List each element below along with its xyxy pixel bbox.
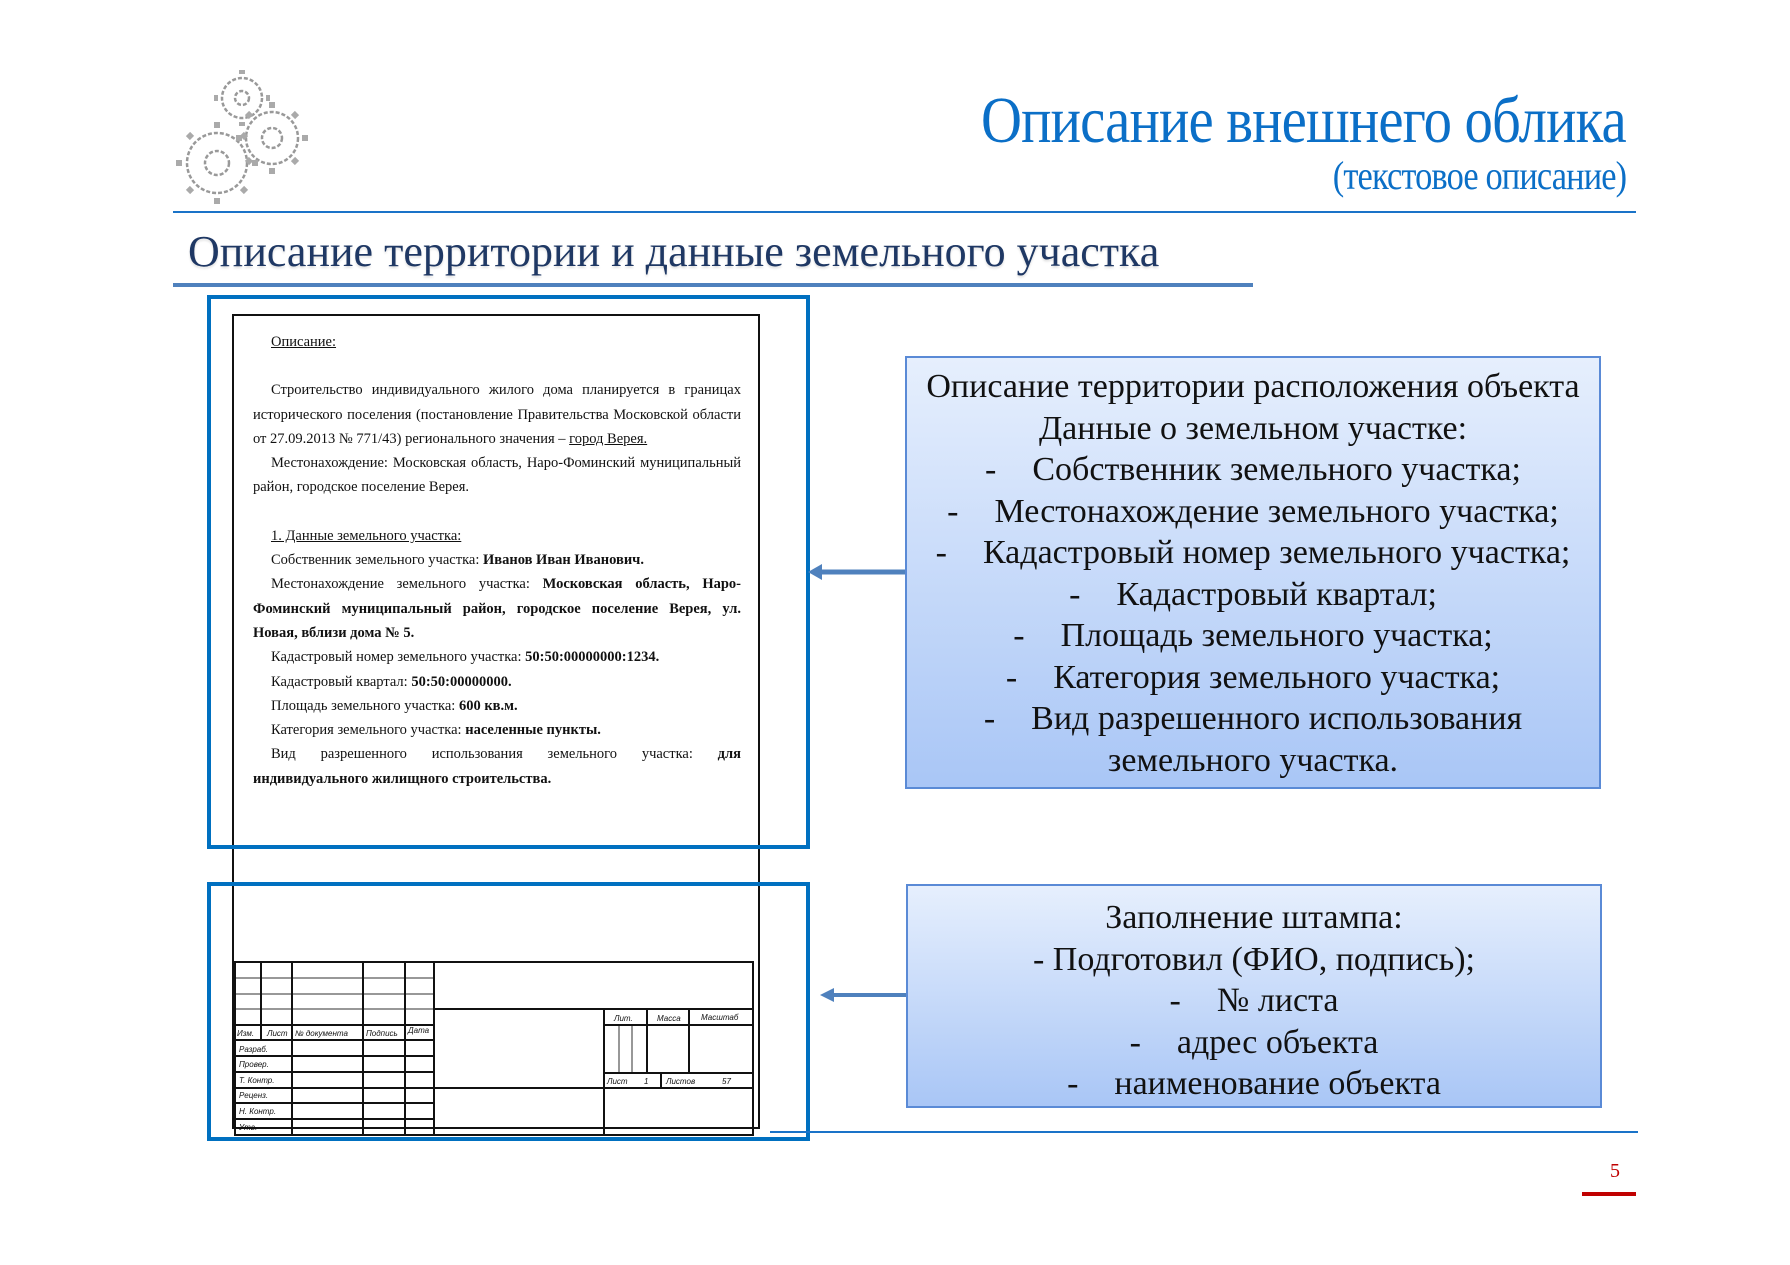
callout-line: Описание территории расположения объекта xyxy=(926,368,1580,405)
page-title: Описание внешнего облика xyxy=(981,84,1627,157)
callout-item: - Кадастровый номер земельного участка; xyxy=(935,534,1571,571)
arrow-left-icon xyxy=(820,988,906,1002)
arrow-left-icon xyxy=(808,564,906,580)
stamp-col-doc-number: № документа xyxy=(295,1029,348,1038)
doc-heading: Описание: xyxy=(271,334,337,350)
document-page xyxy=(232,314,760,1129)
stamp-lit: Лит. xyxy=(613,1014,633,1023)
doc-location: Местонахождение: Московская область, Нар… xyxy=(253,455,741,496)
callout-stamp: Заполнение штампа: - Подготовил (ФИО, по… xyxy=(906,884,1602,1108)
doc-field-cadastral-quarter: Кадастровый квартал: 50:50:00000000. xyxy=(271,673,512,690)
stamp-mass: Масса xyxy=(657,1014,681,1023)
stamp-sheets-value: 57 xyxy=(722,1077,731,1086)
callout-item: - Собственник земельного участка; xyxy=(985,451,1521,488)
stamp-row: Н. Контр. xyxy=(239,1107,276,1116)
doc-intro-link: город Верея. xyxy=(569,430,648,447)
callout-title: Заполнение штампа: xyxy=(1105,899,1403,936)
section-divider xyxy=(173,283,1253,287)
callout-item: - № листа xyxy=(1169,982,1339,1019)
callout-item: - Вид разрешенного использования xyxy=(983,700,1523,737)
doc-intro: Строительство индивидуального жилого дом… xyxy=(253,382,741,447)
callout-item: - Категория земельного участка; xyxy=(1005,658,1501,696)
callout-item: - адрес объекта xyxy=(1129,1023,1379,1061)
stamp-col-date: Дата xyxy=(407,1026,430,1035)
stamp-sheets-label: Листов xyxy=(665,1077,695,1086)
callout-item: - Подготовил (ФИО, подпись); xyxy=(1032,940,1476,978)
header-divider xyxy=(173,211,1636,213)
doc-field-category: Категория земельного участка: населенные… xyxy=(271,722,601,739)
stamp-row: Утв. xyxy=(238,1123,257,1132)
stamp-row: Т. Контр. xyxy=(239,1076,274,1085)
callout-item: - Местонахождение земельного участка; xyxy=(947,492,1559,530)
document-text: Описание: Строительство индивидуального … xyxy=(253,330,741,791)
stamp-row: Провер. xyxy=(239,1060,269,1069)
callout-land-data: Описание территории расположения объекта… xyxy=(905,356,1601,789)
page-number: 5 xyxy=(1610,1160,1620,1182)
stamp-scale: Масштаб xyxy=(701,1013,739,1022)
stamp-sheet-label: Лист xyxy=(606,1077,628,1086)
section-title: Описание территории и данные земельного … xyxy=(188,227,1160,276)
callout-line: земельного участка. xyxy=(1107,741,1399,779)
gears-icon xyxy=(176,70,308,204)
doc-field-permitted-use: Вид разрешенного использования земельног… xyxy=(253,746,741,787)
highlight-description-frame xyxy=(207,295,810,849)
title-block-stamp: Изм. Лист № документа Подпись Дата Разра… xyxy=(234,961,754,1136)
page-subtitle: (текстовое описание) xyxy=(1332,153,1627,198)
stamp-col-list: Лист xyxy=(266,1029,288,1038)
doc-field-cadastral-number: Кадастровый номер земельного участка: 50… xyxy=(271,649,660,666)
stamp-col-signature: Подпись xyxy=(366,1029,398,1038)
stamp-row: Разраб. xyxy=(239,1045,268,1054)
stamp-col-izm: Изм. xyxy=(237,1029,254,1038)
stamp-sheet-value: 1 xyxy=(644,1077,648,1086)
highlight-stamp-frame xyxy=(207,882,810,1141)
callout-line: Данные о земельном участке: xyxy=(1038,409,1468,447)
stamp-row: Реценз. xyxy=(239,1091,268,1100)
doc-section1-heading: 1. Данные земельного участка: xyxy=(271,527,462,544)
doc-field-area: Площадь земельного участка: 600 кв.м. xyxy=(271,697,518,714)
callout-item: - Площадь земельного участка; xyxy=(1013,617,1493,654)
callout-item: - Кадастровый квартал; xyxy=(1069,575,1437,613)
page-number-bar xyxy=(1582,1192,1636,1196)
doc-field-owner: Собственник земельного участка: Иванов И… xyxy=(271,552,644,569)
footer-divider xyxy=(770,1131,1638,1133)
doc-field-location: Местонахождение земельного участка: Моск… xyxy=(253,576,741,641)
callout-item: - наименование объекта xyxy=(1067,1065,1441,1102)
